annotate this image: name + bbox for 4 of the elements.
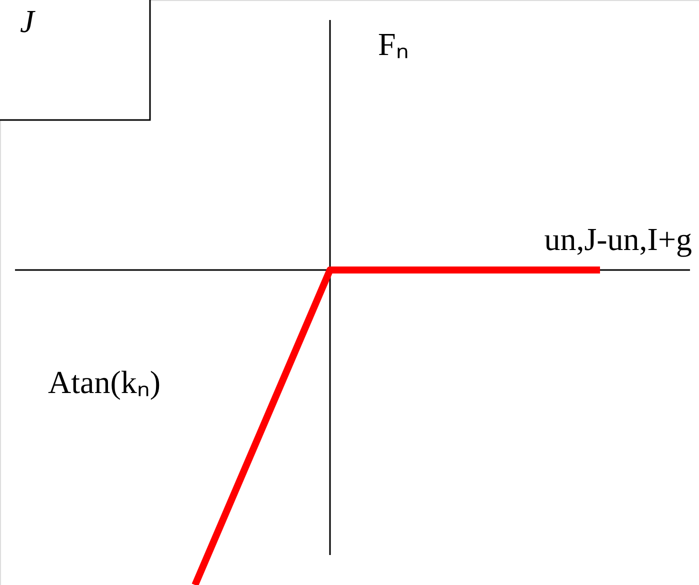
text: Fₙ — [378, 26, 409, 62]
x-axis-title: un,J-un,I+g — [544, 221, 692, 257]
annotation: Atan(kₙ) — [48, 364, 161, 400]
text: J — [20, 3, 36, 39]
